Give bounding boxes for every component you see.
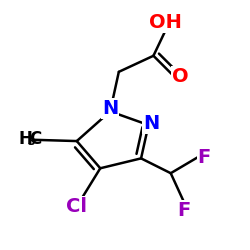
Text: N: N xyxy=(102,100,118,118)
Text: C: C xyxy=(29,130,41,148)
Text: N: N xyxy=(143,114,159,133)
Text: F: F xyxy=(198,148,211,167)
Text: O: O xyxy=(172,67,189,86)
Text: Cl: Cl xyxy=(66,197,87,216)
Text: 3: 3 xyxy=(28,137,35,147)
Text: OH: OH xyxy=(149,13,182,32)
Text: F: F xyxy=(178,201,191,220)
Text: H: H xyxy=(18,130,32,148)
